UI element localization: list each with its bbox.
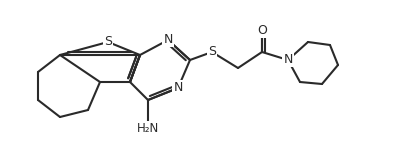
Text: N: N — [163, 33, 172, 47]
Text: N: N — [283, 53, 292, 66]
Text: S: S — [104, 35, 112, 49]
Text: O: O — [256, 23, 266, 37]
Text: N: N — [173, 82, 182, 94]
Text: H₂N: H₂N — [136, 122, 159, 134]
Text: S: S — [207, 45, 215, 59]
